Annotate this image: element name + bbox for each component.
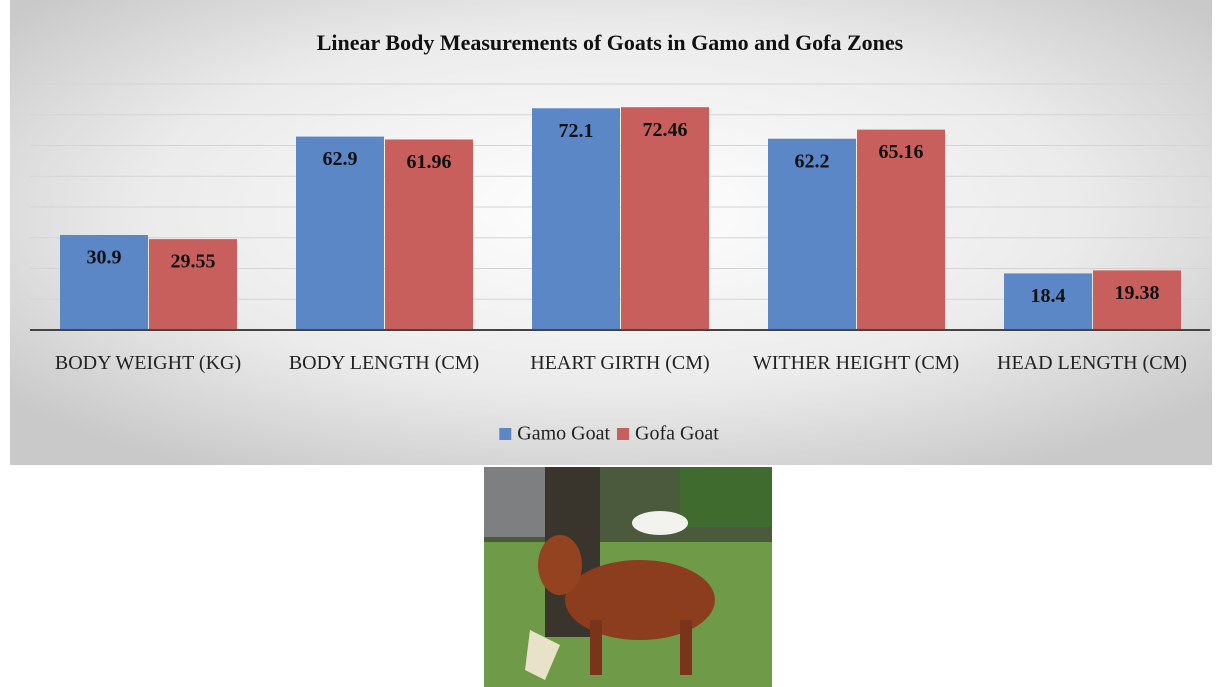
bar bbox=[532, 108, 620, 330]
x-tick-label: HEAD LENGTH (CM) bbox=[997, 352, 1187, 374]
bar bbox=[768, 138, 856, 330]
x-tick-label: BODY WEIGHT (KG) bbox=[54, 352, 242, 374]
legend-label: Gamo Goat bbox=[517, 423, 610, 445]
data-label: 19.38 bbox=[1115, 282, 1160, 304]
bar bbox=[1093, 270, 1181, 330]
x-tick-label: BODY LENGTH (CM) bbox=[288, 352, 480, 374]
data-label: 62.2 bbox=[795, 150, 830, 172]
bar bbox=[385, 139, 473, 330]
data-label: 61.96 bbox=[407, 151, 452, 173]
bar bbox=[149, 239, 237, 330]
bar bbox=[857, 129, 945, 330]
bar bbox=[1004, 273, 1092, 330]
bar bbox=[296, 136, 384, 330]
data-label: 72.46 bbox=[643, 119, 688, 141]
data-label: 18.4 bbox=[1031, 285, 1066, 307]
x-tick-label: HEART GIRTH (CM) bbox=[530, 352, 710, 374]
x-tick-label: WITHER HEIGHT (CM) bbox=[752, 352, 960, 374]
bar bbox=[621, 107, 709, 330]
data-label: 29.55 bbox=[171, 251, 216, 273]
data-label: 30.9 bbox=[87, 247, 122, 269]
data-label: 65.16 bbox=[879, 141, 924, 163]
data-label: 72.1 bbox=[559, 120, 594, 142]
photo bbox=[484, 467, 772, 687]
bar bbox=[60, 234, 148, 330]
data-label: 62.9 bbox=[323, 148, 358, 170]
legend-swatch bbox=[499, 428, 512, 440]
chart-title: Linear Body Measurements of Goats in Gam… bbox=[317, 30, 904, 55]
legend-label: Gofa Goat bbox=[635, 423, 719, 445]
legend-swatch bbox=[617, 428, 629, 440]
